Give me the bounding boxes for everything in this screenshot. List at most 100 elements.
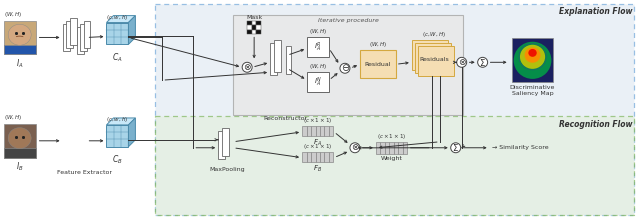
Bar (252, 20, 256, 25)
Text: $I_B$: $I_B$ (16, 161, 24, 173)
Bar (4, 20, 36, 54)
Text: ⊗: ⊗ (458, 58, 465, 67)
Text: ⊗: ⊗ (243, 63, 251, 72)
Text: $F_B$: $F_B$ (314, 164, 323, 174)
Text: Recognition Flow: Recognition Flow (559, 120, 632, 129)
Text: $I_A^N$: $I_A^N$ (314, 75, 322, 89)
Circle shape (350, 143, 360, 153)
Text: $(c \times 1 \times 1)$: $(c \times 1 \times 1)$ (303, 142, 333, 151)
FancyBboxPatch shape (156, 4, 634, 215)
Bar (63, 24, 70, 51)
Text: $I_A$: $I_A$ (16, 57, 24, 70)
Bar (70, 18, 77, 45)
Text: $(c \times 1 \times 1)$: $(c \times 1 \times 1)$ (377, 132, 406, 141)
Text: → Similarity Score: → Similarity Score (492, 145, 548, 150)
Bar (329, 152, 333, 162)
Polygon shape (106, 118, 136, 125)
Bar (274, 40, 281, 72)
Text: Reconstructor: Reconstructor (263, 116, 307, 121)
Text: $(c \times 1 \times 1)$: $(c \times 1 \times 1)$ (303, 116, 333, 125)
Bar (389, 142, 394, 154)
Text: Residual: Residual (365, 62, 391, 67)
Text: Feature Extractor: Feature Extractor (57, 170, 112, 175)
Text: ⊖: ⊖ (341, 63, 349, 73)
Polygon shape (129, 16, 136, 44)
Text: $(W,H)$: $(W,H)$ (369, 40, 387, 49)
Bar (80, 24, 87, 51)
Ellipse shape (529, 49, 537, 57)
Bar (398, 142, 403, 154)
Bar (4, 124, 36, 158)
Text: $F_A$: $F_A$ (314, 138, 323, 148)
FancyBboxPatch shape (233, 15, 463, 115)
Bar (286, 46, 291, 74)
Bar (218, 131, 225, 159)
Bar (106, 125, 129, 147)
Bar (307, 126, 311, 136)
Bar (302, 126, 307, 136)
Bar (256, 29, 260, 34)
Bar (83, 20, 90, 48)
FancyBboxPatch shape (156, 116, 634, 215)
Bar (316, 126, 320, 136)
Text: $(c,w,h)$: $(c,w,h)$ (106, 115, 129, 124)
Text: $C_A$: $C_A$ (112, 51, 123, 64)
Text: $(W,H)$: $(W,H)$ (4, 10, 22, 18)
Bar (4, 45, 36, 54)
Bar (77, 27, 83, 54)
Bar (320, 152, 324, 162)
Polygon shape (106, 16, 136, 23)
Bar (247, 25, 252, 29)
Bar (324, 126, 329, 136)
Bar (307, 72, 329, 92)
Bar (418, 46, 454, 76)
Bar (380, 142, 385, 154)
Text: $\Sigma$: $\Sigma$ (479, 57, 486, 68)
Text: Iterative procedure: Iterative procedure (317, 18, 378, 23)
Bar (385, 142, 389, 154)
Ellipse shape (8, 24, 31, 45)
Bar (307, 152, 311, 162)
Text: $(W,H)$: $(W,H)$ (4, 113, 22, 122)
Text: Explanation Flow: Explanation Flow (559, 7, 632, 16)
Text: Discriminative: Discriminative (510, 85, 556, 90)
Text: Mask: Mask (246, 15, 262, 20)
Circle shape (242, 62, 252, 72)
Bar (329, 126, 333, 136)
Bar (270, 43, 277, 75)
Bar (376, 142, 380, 154)
Bar (252, 29, 256, 34)
Text: ⊗: ⊗ (351, 143, 358, 152)
Bar (4, 148, 36, 158)
Bar (302, 152, 307, 162)
Circle shape (340, 63, 350, 73)
Ellipse shape (514, 42, 552, 79)
Bar (360, 50, 396, 78)
Circle shape (451, 143, 461, 153)
Bar (311, 152, 316, 162)
Bar (66, 20, 73, 48)
Text: Saliency Map: Saliency Map (512, 91, 554, 96)
Bar (511, 38, 554, 82)
Bar (394, 142, 398, 154)
Ellipse shape (520, 45, 545, 69)
Text: $(c,W,H)$: $(c,W,H)$ (422, 30, 446, 39)
Circle shape (477, 57, 488, 67)
Polygon shape (129, 118, 136, 147)
Bar (222, 128, 229, 156)
Bar (247, 29, 252, 34)
Bar (403, 142, 407, 154)
Text: $C_B$: $C_B$ (112, 154, 123, 166)
Bar (256, 20, 260, 25)
Bar (252, 25, 256, 29)
Bar (311, 126, 316, 136)
Bar (320, 126, 324, 136)
Text: $(W,H)$: $(W,H)$ (309, 62, 327, 71)
Bar (307, 37, 329, 57)
Bar (316, 152, 320, 162)
Text: Weight: Weight (381, 156, 403, 161)
Text: $I_A^R$: $I_A^R$ (314, 41, 322, 54)
Bar (247, 20, 252, 25)
Bar (106, 23, 129, 44)
Ellipse shape (8, 128, 31, 148)
